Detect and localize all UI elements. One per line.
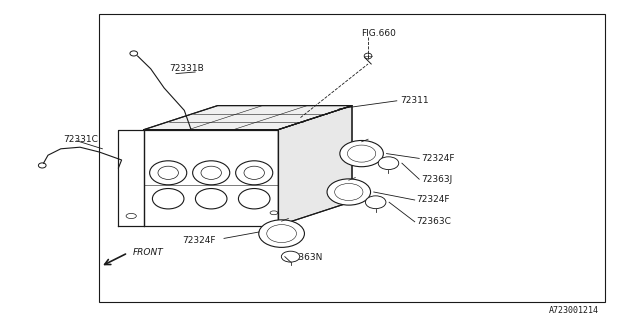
- Ellipse shape: [150, 161, 187, 185]
- Text: 72331C: 72331C: [63, 135, 97, 144]
- Ellipse shape: [152, 188, 184, 209]
- Ellipse shape: [195, 188, 227, 209]
- Ellipse shape: [259, 220, 305, 247]
- Polygon shape: [144, 130, 278, 226]
- Ellipse shape: [282, 251, 300, 262]
- Text: 72363J: 72363J: [421, 175, 452, 184]
- Text: 72363N: 72363N: [287, 253, 322, 262]
- Bar: [99, 14, 605, 302]
- Text: 72311: 72311: [400, 96, 429, 105]
- Ellipse shape: [340, 140, 383, 167]
- Polygon shape: [118, 130, 144, 226]
- Ellipse shape: [378, 157, 399, 170]
- Text: A723001214: A723001214: [548, 306, 598, 315]
- Polygon shape: [278, 106, 352, 226]
- Text: FRONT: FRONT: [132, 248, 163, 257]
- Ellipse shape: [239, 188, 270, 209]
- Text: 72324F: 72324F: [421, 154, 454, 163]
- Text: 72331B: 72331B: [170, 64, 204, 73]
- Polygon shape: [144, 106, 352, 130]
- Text: 72363C: 72363C: [417, 217, 451, 226]
- Ellipse shape: [365, 196, 386, 209]
- Text: 72324F: 72324F: [182, 236, 216, 245]
- Text: FIG.660: FIG.660: [362, 29, 396, 38]
- Text: 72324F: 72324F: [417, 196, 450, 204]
- Ellipse shape: [236, 161, 273, 185]
- Ellipse shape: [193, 161, 230, 185]
- Ellipse shape: [327, 179, 371, 205]
